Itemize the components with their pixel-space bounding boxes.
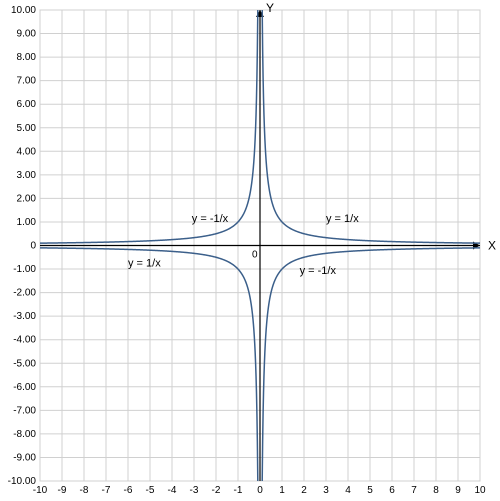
y-tick-label: 3.00 (17, 170, 37, 181)
x-tick-label: 3 (323, 485, 329, 496)
chart-svg: -10-9-8-7-6-5-4-3-2-1012345678910-10.00-… (0, 0, 500, 501)
y-tick-label: -7.00 (13, 405, 36, 416)
y-tick-label: -10.00 (8, 476, 37, 487)
chart-container: -10-9-8-7-6-5-4-3-2-1012345678910-10.00-… (0, 0, 500, 501)
y-tick-label: 9.00 (17, 29, 37, 40)
curve-annotation: y = 1/x (128, 258, 161, 270)
curve-annotation: y = 1/x (326, 213, 359, 225)
x-tick-label: -4 (168, 485, 177, 496)
x-tick-label: 1 (279, 485, 285, 496)
origin-label: 0 (252, 250, 258, 261)
y-axis-label: Y (266, 1, 274, 15)
x-tick-label: -6 (124, 485, 133, 496)
x-tick-label: 4 (345, 485, 351, 496)
y-tick-label: 8.00 (17, 52, 37, 63)
curve-annotation: y = -1/x (192, 213, 229, 225)
y-tick-label: 1.00 (17, 217, 37, 228)
y-tick-label: -1.00 (13, 264, 36, 275)
y-tick-label: 6.00 (17, 99, 37, 110)
y-tick-label: 4.00 (17, 146, 37, 157)
y-tick-label: 10.00 (11, 5, 36, 16)
y-tick-label: -3.00 (13, 311, 36, 322)
x-tick-label: -5 (146, 485, 155, 496)
y-tick-label: 2.00 (17, 193, 37, 204)
curve-annotation: y = -1/x (300, 265, 337, 277)
y-tick-label: -9.00 (13, 452, 36, 463)
y-tick-label: -2.00 (13, 288, 36, 299)
x-tick-label: -9 (58, 485, 67, 496)
x-tick-label: 10 (474, 485, 486, 496)
x-tick-label: 2 (301, 485, 307, 496)
x-tick-label: 7 (411, 485, 417, 496)
x-tick-label: 9 (455, 485, 461, 496)
y-tick-label: -5.00 (13, 358, 36, 369)
x-tick-label: -2 (212, 485, 221, 496)
y-tick-label: 0 (30, 241, 36, 252)
chart-background (0, 0, 500, 501)
y-tick-label: 7.00 (17, 76, 37, 87)
x-tick-label: -8 (80, 485, 89, 496)
y-tick-label: -4.00 (13, 335, 36, 346)
x-tick-label: -7 (102, 485, 111, 496)
y-tick-label: -8.00 (13, 429, 36, 440)
y-tick-label: -6.00 (13, 382, 36, 393)
x-tick-label: -1 (234, 485, 243, 496)
x-axis-label: X (488, 239, 496, 253)
x-tick-label: -3 (190, 485, 199, 496)
x-tick-label: 8 (433, 485, 439, 496)
x-tick-label: 5 (367, 485, 373, 496)
x-tick-label: 6 (389, 485, 395, 496)
x-tick-label: 0 (257, 485, 263, 496)
y-tick-label: 5.00 (17, 123, 37, 134)
